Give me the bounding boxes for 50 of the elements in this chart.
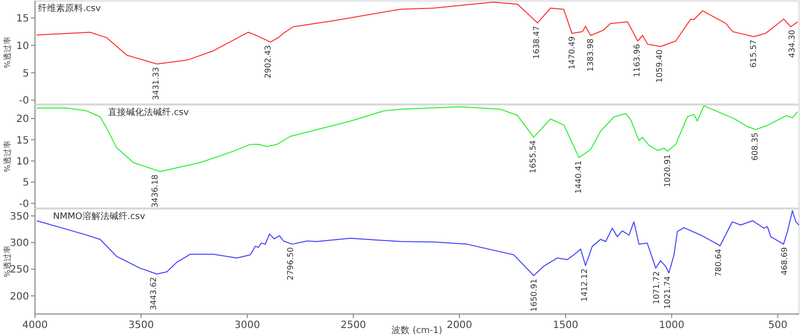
y-axis-title: %透过率: [3, 36, 12, 68]
annotation: 1383.98: [586, 38, 595, 72]
chart-title: NMMO溶解法碱纤.csv: [53, 211, 146, 222]
annotation: 1412.12: [580, 268, 590, 302]
annotation: 3436.18: [150, 174, 160, 208]
x-tick-label: 3500: [128, 320, 154, 331]
y-tick-label: 10: [16, 156, 29, 168]
annotation: 3443.62: [148, 277, 158, 310]
annotation: 3431.33: [151, 67, 160, 100]
x-tick-label: 3000: [234, 320, 260, 331]
annotation: 1059.40: [654, 49, 664, 83]
annotation: 608.35: [750, 132, 760, 161]
y-tick-label: 250: [10, 264, 29, 276]
y-tick-label: 20: [16, 114, 29, 126]
y-tick-label: 15: [16, 135, 29, 146]
y-axis-title: %透过率: [3, 246, 12, 278]
y-tick-label: 200: [10, 291, 29, 302]
y-tick-label: 10: [16, 40, 29, 52]
x-tick-label: 2500: [340, 320, 366, 331]
annotation: 1440.41: [574, 160, 583, 194]
y-tick-label: 15: [16, 13, 29, 24]
annotation: 1650.91: [529, 278, 538, 312]
annotation: 1020.91: [663, 154, 672, 188]
chart-title: 纤维素原料.csv: [38, 3, 102, 14]
x-tick-label: 500: [768, 320, 788, 331]
x-tick-label: 2000: [446, 320, 472, 331]
annotation: 468.69: [780, 247, 790, 276]
annotation: 1021.74: [662, 276, 672, 310]
annotation: 615.57: [749, 40, 758, 68]
annotation: 2902.43: [264, 45, 273, 78]
x-tick-label: 1500: [552, 320, 578, 331]
x-tick-label: 4000: [22, 320, 48, 331]
annotation: 2796.50: [286, 247, 296, 280]
annotation: 434.30: [788, 30, 797, 58]
y-tick-label: 350: [10, 211, 29, 222]
annotation: 780.64: [714, 248, 724, 277]
annotation: 1071.72: [652, 271, 662, 304]
y-tick-label: 5: [22, 178, 29, 189]
y-tick-label: -0: [19, 96, 29, 107]
x-tick-label: 1000: [658, 320, 684, 331]
chart-title: 直接碱化法碱纤.csv: [108, 107, 190, 118]
annotation: 1655.54: [528, 140, 538, 174]
y-tick-label: -0: [19, 198, 29, 210]
y-axis-title: %透过率: [3, 140, 12, 172]
x-axis-title: 波数 (cm-1): [392, 325, 442, 336]
annotation: 1638.47: [532, 26, 541, 60]
annotation: 1470.49: [568, 36, 577, 70]
y-tick-label: 5: [22, 68, 29, 80]
annotation: 1163.96: [632, 44, 642, 78]
y-tick-label: 300: [10, 238, 29, 250]
